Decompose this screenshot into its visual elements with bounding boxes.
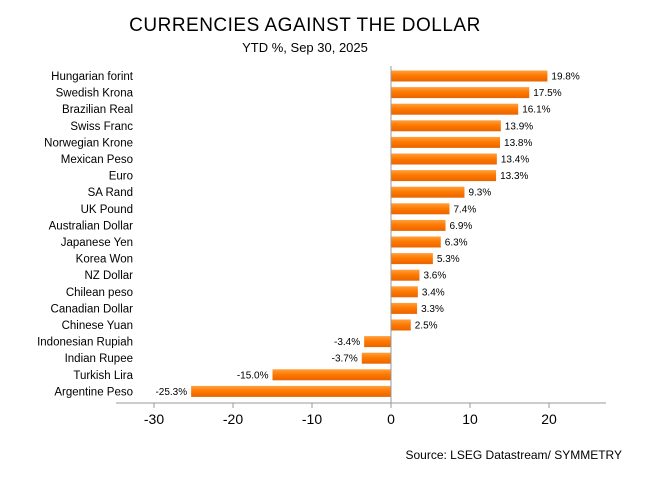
- value-label: 6.3%: [445, 238, 468, 249]
- bar: [391, 286, 418, 298]
- value-label: 3.4%: [422, 287, 445, 298]
- category-label: Swiss Franc: [70, 121, 133, 133]
- bar: [391, 70, 548, 82]
- bar: [391, 186, 465, 198]
- value-label: 7.4%: [453, 204, 476, 215]
- source-note: Source: LSEG Datastream/ SYMMETRY: [405, 448, 622, 462]
- value-label: -15.0%: [237, 370, 269, 381]
- bar: [391, 136, 501, 148]
- x-tick-label: -10: [302, 411, 322, 427]
- category-label: Japanese Yen: [61, 237, 133, 249]
- value-label: 5.3%: [437, 254, 460, 265]
- bar: [391, 203, 450, 215]
- value-label: -3.7%: [332, 354, 358, 365]
- value-label: 13.8%: [504, 138, 532, 149]
- bar: [361, 352, 391, 364]
- x-tick-label: -30: [144, 411, 164, 427]
- category-label: NZ Dollar: [84, 270, 133, 282]
- category-label: Argentine Peso: [54, 386, 133, 398]
- bar: [391, 302, 418, 314]
- x-tick-label: 0: [387, 411, 395, 427]
- value-label: 6.9%: [450, 221, 473, 232]
- category-label: UK Pound: [81, 204, 133, 216]
- category-label: Euro: [109, 171, 133, 183]
- category-label: Swedish Krona: [56, 88, 134, 100]
- value-label: 13.9%: [505, 121, 533, 132]
- bar: [272, 369, 391, 381]
- value-label: 3.6%: [423, 271, 446, 282]
- value-label: 17.5%: [533, 88, 561, 99]
- category-label: Indonesian Rupiah: [37, 337, 133, 349]
- bar: [191, 385, 391, 397]
- value-label: 13.4%: [501, 155, 529, 166]
- category-label: Korea Won: [76, 254, 133, 266]
- value-label: -3.4%: [334, 337, 360, 348]
- value-label: 9.3%: [468, 188, 491, 199]
- value-label: 2.5%: [415, 321, 438, 332]
- category-label: Hungarian forint: [51, 71, 134, 83]
- x-axis: -30 -20 -10 0 10 20: [116, 66, 606, 427]
- chart-title: CURRENCIES AGAINST THE DOLLAR: [129, 15, 481, 36]
- bar: [391, 319, 411, 331]
- bar: [364, 336, 391, 348]
- x-tick-label: 10: [462, 411, 478, 427]
- value-label: 13.3%: [500, 171, 528, 182]
- bar: [391, 269, 420, 281]
- bar: [391, 87, 530, 99]
- value-label: 19.8%: [551, 72, 579, 83]
- category-label: SA Rand: [88, 187, 133, 199]
- bar: [391, 120, 501, 132]
- bar: [391, 236, 441, 248]
- value-label: -25.3%: [155, 387, 187, 398]
- bar: [391, 170, 497, 182]
- bar: [391, 153, 497, 165]
- bars-group: Hungarian forint 19.8% Swedish Krona 17.5% B…: [37, 70, 580, 398]
- category-label: Chilean peso: [66, 287, 133, 299]
- value-label: 3.3%: [421, 304, 444, 315]
- chart-subtitle: YTD %, Sep 30, 2025: [242, 40, 368, 55]
- x-tick-label: -20: [223, 411, 243, 427]
- category-label: Chinese Yuan: [62, 320, 133, 332]
- bar: [391, 253, 433, 265]
- category-label: Australian Dollar: [49, 220, 134, 232]
- bar: [391, 103, 519, 115]
- bar: [391, 219, 446, 231]
- category-label: Brazilian Real: [62, 104, 133, 116]
- category-label: Mexican Peso: [61, 154, 133, 166]
- value-label: 16.1%: [522, 105, 550, 116]
- category-label: Canadian Dollar: [51, 303, 134, 315]
- category-label: Turkish Lira: [73, 370, 133, 382]
- category-label: Indian Rupee: [65, 353, 133, 365]
- x-tick-label: 20: [541, 411, 557, 427]
- category-label: Norwegian Krone: [44, 137, 133, 149]
